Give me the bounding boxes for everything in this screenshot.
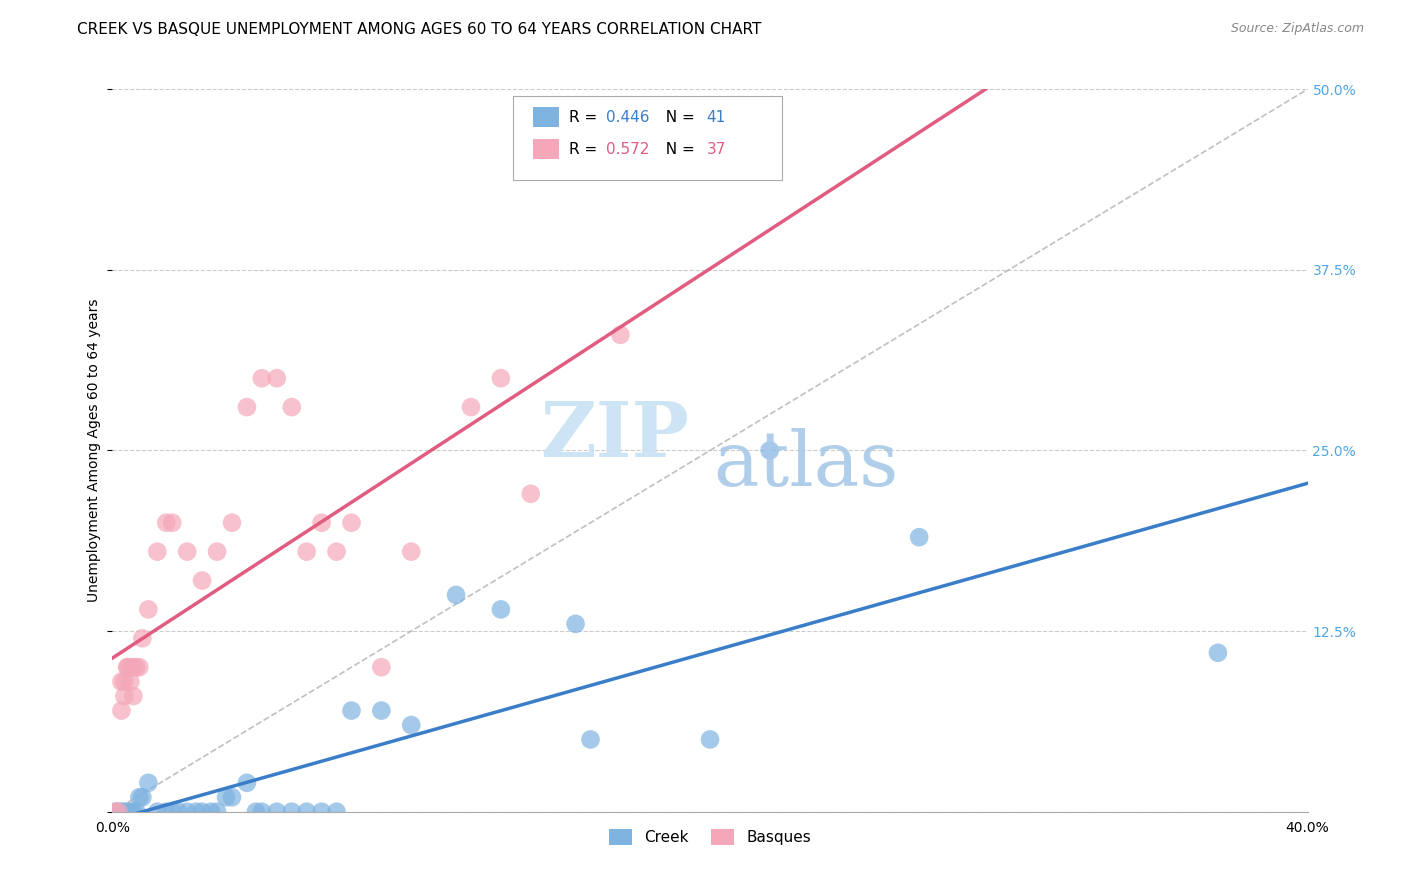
Text: 0.446: 0.446: [606, 110, 650, 125]
Text: R =: R =: [569, 110, 602, 125]
Point: [215, 790, 238, 805]
Point: [125, 660, 148, 674]
Point: [122, 689, 145, 703]
Point: [281, 805, 304, 819]
Point: [401, 718, 423, 732]
Point: [370, 704, 392, 718]
Point: [131, 790, 153, 805]
Text: N =: N =: [657, 110, 700, 125]
Point: [311, 516, 333, 530]
Point: [107, 805, 129, 819]
FancyBboxPatch shape: [513, 96, 782, 179]
Point: [176, 805, 198, 819]
Point: [162, 516, 183, 530]
Text: 41: 41: [706, 110, 725, 125]
Point: [489, 371, 512, 385]
Point: [138, 602, 160, 616]
Point: [162, 805, 183, 819]
Point: [186, 805, 208, 819]
Point: [120, 805, 142, 819]
Point: [340, 516, 363, 530]
Point: [609, 327, 631, 342]
Point: [120, 660, 142, 674]
Text: 37: 37: [706, 142, 725, 157]
Point: [146, 544, 169, 558]
Point: [110, 674, 132, 689]
Legend: Creek, Basques: Creek, Basques: [603, 822, 817, 851]
Point: [131, 632, 153, 646]
Point: [460, 400, 482, 414]
Point: [221, 516, 243, 530]
Point: [401, 544, 423, 558]
Point: [117, 660, 139, 674]
Text: R =: R =: [569, 142, 602, 157]
Point: [125, 805, 148, 819]
Point: [489, 602, 512, 616]
Point: [325, 544, 347, 558]
FancyBboxPatch shape: [533, 107, 560, 128]
Point: [120, 674, 142, 689]
Point: [191, 805, 214, 819]
Point: [114, 674, 135, 689]
Y-axis label: Unemployment Among Ages 60 to 64 years: Unemployment Among Ages 60 to 64 years: [87, 299, 101, 602]
Point: [128, 790, 150, 805]
Point: [146, 805, 169, 819]
Point: [250, 371, 273, 385]
Point: [266, 371, 288, 385]
Point: [236, 776, 259, 790]
Point: [311, 805, 333, 819]
Point: [122, 805, 145, 819]
Point: [122, 660, 145, 674]
Text: atlas: atlas: [713, 428, 898, 502]
Point: [128, 660, 150, 674]
Point: [110, 805, 132, 819]
Point: [104, 805, 127, 819]
Point: [221, 790, 243, 805]
Point: [200, 805, 222, 819]
Point: [191, 574, 214, 588]
Text: Source: ZipAtlas.com: Source: ZipAtlas.com: [1230, 22, 1364, 36]
Point: [908, 530, 931, 544]
Point: [104, 805, 127, 819]
Point: [699, 732, 721, 747]
Point: [117, 660, 139, 674]
Point: [250, 805, 273, 819]
Point: [138, 776, 160, 790]
Point: [205, 544, 228, 558]
FancyBboxPatch shape: [533, 139, 560, 160]
Point: [295, 805, 318, 819]
Point: [266, 805, 288, 819]
Point: [110, 704, 132, 718]
Point: [1206, 646, 1229, 660]
Point: [176, 544, 198, 558]
Text: ZIP: ZIP: [540, 399, 689, 473]
Point: [444, 588, 467, 602]
Point: [520, 487, 543, 501]
Point: [107, 805, 129, 819]
Text: N =: N =: [657, 142, 700, 157]
Point: [155, 516, 177, 530]
Point: [759, 443, 782, 458]
Text: 0.572: 0.572: [606, 142, 650, 157]
Point: [370, 660, 392, 674]
Point: [114, 805, 135, 819]
Point: [236, 400, 259, 414]
Point: [340, 704, 363, 718]
Point: [167, 805, 190, 819]
Point: [245, 805, 267, 819]
Text: CREEK VS BASQUE UNEMPLOYMENT AMONG AGES 60 TO 64 YEARS CORRELATION CHART: CREEK VS BASQUE UNEMPLOYMENT AMONG AGES …: [77, 22, 762, 37]
Point: [325, 805, 347, 819]
Point: [155, 805, 177, 819]
Point: [295, 544, 318, 558]
Point: [114, 689, 135, 703]
Point: [579, 732, 602, 747]
Point: [117, 805, 139, 819]
Point: [281, 400, 304, 414]
Point: [564, 616, 586, 631]
Point: [205, 805, 228, 819]
